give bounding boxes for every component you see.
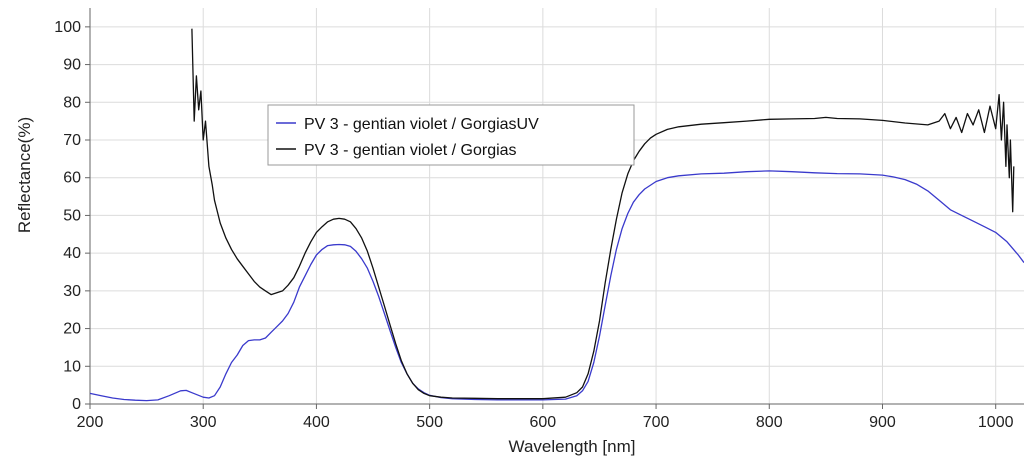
x-tick-label: 800 — [756, 414, 783, 431]
x-tick-label: 600 — [529, 414, 556, 431]
y-tick-label: 30 — [63, 283, 81, 300]
x-tick-label: 500 — [416, 414, 443, 431]
y-axis-label: Reflectance(%) — [15, 117, 34, 233]
x-tick-label: 400 — [303, 414, 330, 431]
y-tick-label: 90 — [63, 57, 81, 74]
x-tick-label: 1000 — [978, 414, 1014, 431]
y-tick-label: 60 — [63, 170, 81, 187]
series-layer — [89, 28, 1024, 402]
plot-frame — [89, 8, 1024, 405]
y-tick-label: 70 — [63, 132, 81, 149]
y-tick-label: 100 — [54, 19, 81, 36]
y-tick-label: 20 — [63, 321, 81, 338]
y-tick-label: 40 — [63, 245, 81, 262]
x-tick-label: 300 — [190, 414, 217, 431]
x-axis-label: Wavelength [nm] — [509, 437, 636, 456]
x-tick-label: 200 — [77, 414, 104, 431]
series-line-2 — [191, 28, 1015, 400]
y-tick-label: 50 — [63, 207, 81, 224]
y-axis-ticks: 0 10 20 30 40 50 60 70 80 90 100 — [54, 19, 90, 413]
legend-entry: PV 3 - gentian violet / Gorgias — [304, 142, 517, 159]
x-tick-label: 900 — [869, 414, 896, 431]
legend-entry: PV 3 - gentian violet / GorgiasUV — [304, 116, 539, 133]
x-axis-ticks: 200 300 400 500 600 700 800 900 1000 — [77, 404, 1014, 431]
y-tick-label: 0 — [72, 396, 81, 413]
y-tick-label: 10 — [63, 358, 81, 375]
legend: PV 3 - gentian violet / GorgiasUV PV 3 - … — [267, 104, 635, 166]
x-tick-label: 700 — [643, 414, 670, 431]
y-tick-label: 80 — [63, 94, 81, 111]
legend-box — [267, 104, 635, 166]
